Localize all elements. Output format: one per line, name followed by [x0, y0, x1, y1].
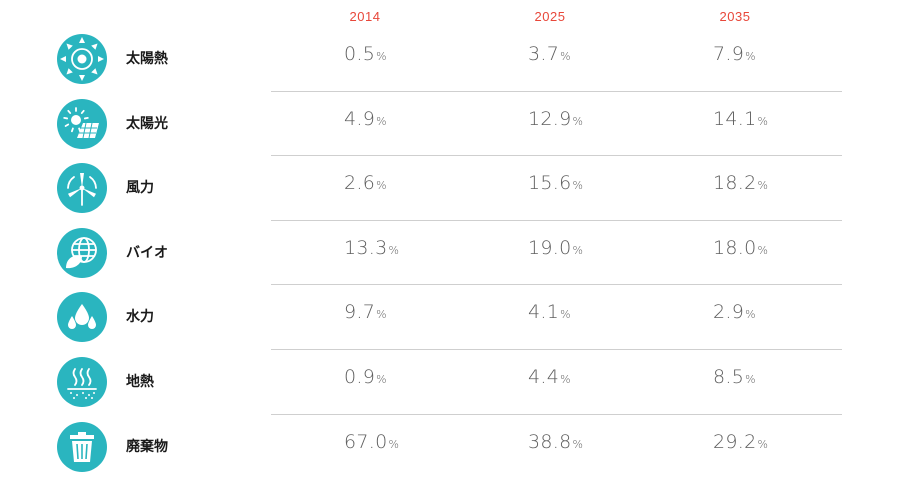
value-number: 2.6: [344, 172, 376, 195]
value-cell-2035: 14.1%: [713, 108, 768, 130]
value-cell-2025: 4.4%: [528, 366, 571, 388]
row-label: 水力: [126, 309, 154, 326]
percent-unit: %: [376, 114, 387, 128]
row-label: バイオ: [126, 244, 168, 261]
value-cell-2014: 0.9%: [344, 366, 387, 388]
value-number: 13.3: [344, 236, 388, 259]
row-divider: [271, 155, 842, 156]
value-number: 12.9: [528, 107, 572, 130]
percent-unit: %: [572, 437, 584, 451]
value-number: 9.7: [344, 301, 376, 324]
value-cell-2014: 9.7%: [344, 301, 387, 323]
value-cell-2025: 3.7%: [528, 43, 571, 65]
value-number: 4.9: [344, 107, 376, 130]
percent-unit: %: [376, 308, 387, 322]
value-number: 0.9: [344, 366, 376, 388]
percent-unit: %: [388, 437, 400, 451]
value-cell-2035: 2.9%: [713, 301, 756, 323]
table-row: 地熱 0.9% 4.4% 8.5%: [0, 349, 900, 413]
value-number: 15.6: [528, 172, 572, 195]
solar-thermal-icon: [57, 34, 107, 84]
water-drops-icon: [57, 292, 107, 343]
value-number: 2.9: [713, 301, 745, 324]
value-number: 0.5: [344, 43, 376, 65]
table-row: バイオ 13.3% 19.0% 18.0%: [0, 220, 900, 284]
percent-unit: %: [560, 50, 571, 63]
percent-unit: %: [376, 50, 387, 63]
value-cell-2035: 7.9%: [713, 43, 756, 65]
geothermal-icon: [57, 357, 107, 407]
trash-bin-icon: [57, 421, 107, 472]
percent-unit: %: [757, 179, 769, 193]
percent-unit: %: [376, 179, 387, 193]
year-header-2035: 2035: [719, 9, 751, 24]
row-label: 地熱: [126, 374, 154, 390]
table-row: 水力 9.7% 4.1% 2.9%: [0, 284, 900, 348]
value-number: 14.1: [713, 107, 757, 130]
row-label: 風力: [126, 180, 154, 197]
row-divider: [271, 284, 842, 285]
percent-unit: %: [745, 308, 756, 322]
value-number: 4.4: [528, 366, 560, 388]
value-cell-2035: 18.0%: [713, 237, 768, 259]
row-divider: [271, 414, 842, 415]
solar-panel-icon: [57, 98, 107, 149]
value-number: 29.2: [713, 430, 757, 453]
row-divider: [271, 220, 842, 221]
globe-leaf-icon: [57, 227, 107, 278]
value-number: 18.0: [713, 236, 757, 259]
percent-unit: %: [757, 437, 769, 451]
value-cell-2014: 0.5%: [344, 43, 387, 65]
table-row: 廃棄物 67.0% 38.8% 29.2%: [0, 414, 900, 478]
wind-turbine-icon: [57, 163, 107, 214]
year-header-2014: 2014: [349, 9, 381, 24]
table-row: 太陽光 4.9% 12.9% 14.1%: [0, 91, 900, 155]
value-cell-2035: 18.2%: [713, 172, 768, 194]
value-number: 38.8: [528, 430, 572, 453]
value-cell-2014: 67.0%: [344, 431, 399, 453]
percent-unit: %: [560, 373, 571, 386]
value-cell-2014: 4.9%: [344, 108, 387, 130]
value-cell-2035: 29.2%: [713, 431, 768, 453]
percent-unit: %: [757, 243, 769, 257]
percent-unit: %: [572, 114, 584, 128]
value-cell-2025: 4.1%: [528, 301, 571, 323]
percent-unit: %: [560, 308, 571, 322]
value-cell-2035: 8.5%: [713, 366, 756, 388]
percent-unit: %: [757, 114, 769, 128]
row-label: 太陽光: [126, 115, 168, 132]
table-row: 太陽熱 0.5% 3.7% 7.9%: [0, 26, 900, 90]
percent-unit: %: [388, 243, 400, 257]
value-cell-2025: 15.6%: [528, 172, 583, 194]
value-cell-2025: 19.0%: [528, 237, 583, 259]
row-divider: [271, 91, 842, 92]
row-label: 廃棄物: [126, 438, 168, 455]
percent-unit: %: [572, 179, 584, 193]
value-number: 3.7: [528, 43, 560, 65]
table-row: 風力 2.6% 15.6% 18.2%: [0, 155, 900, 219]
value-cell-2014: 13.3%: [344, 237, 399, 259]
value-number: 8.5: [713, 366, 745, 388]
value-number: 4.1: [528, 301, 560, 324]
value-cell-2014: 2.6%: [344, 172, 387, 194]
row-label: 太陽熱: [126, 51, 168, 67]
value-number: 7.9: [713, 43, 745, 65]
percent-unit: %: [745, 50, 756, 63]
value-number: 18.2: [713, 172, 757, 195]
value-number: 67.0: [344, 430, 388, 453]
percent-unit: %: [376, 373, 387, 386]
value-number: 19.0: [528, 236, 572, 259]
row-divider: [271, 349, 842, 350]
value-cell-2025: 38.8%: [528, 431, 583, 453]
percent-unit: %: [745, 373, 756, 386]
value-cell-2025: 12.9%: [528, 108, 583, 130]
percent-unit: %: [572, 243, 584, 257]
year-header-2025: 2025: [534, 9, 566, 24]
